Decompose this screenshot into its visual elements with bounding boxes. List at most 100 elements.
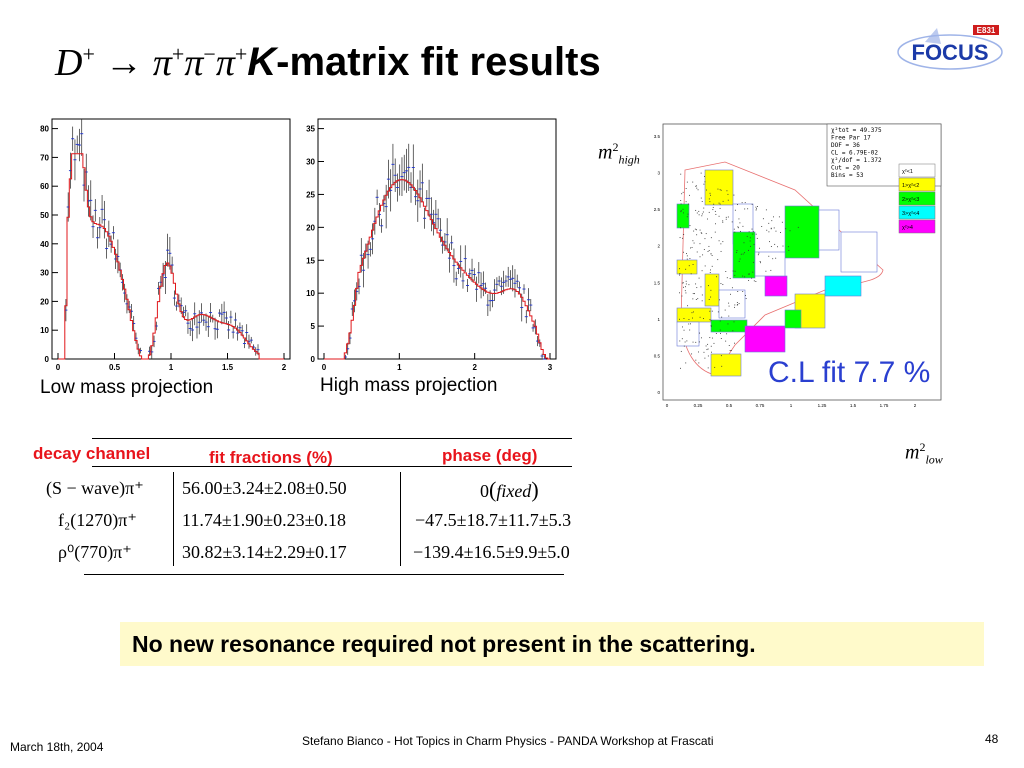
- event-dot: [718, 215, 720, 217]
- event-dot: [711, 265, 713, 267]
- event-dot: [780, 231, 781, 233]
- y-tick-label: 35: [306, 125, 315, 134]
- event-dot: [707, 355, 709, 357]
- row-3-phase: −139.4±16.5±9.9±5.0: [413, 542, 570, 562]
- y-tick-label: 40: [40, 240, 49, 249]
- event-dot: [738, 218, 740, 220]
- event-dot: [744, 208, 746, 210]
- dalitz-bin: [764, 275, 788, 297]
- dalitz-x-tick-label: 1.75: [880, 403, 889, 408]
- event-dot: [722, 200, 724, 202]
- event-dot: [746, 235, 748, 237]
- event-dot: [759, 261, 761, 262]
- event-dot: [704, 175, 705, 177]
- y-tick-label: 80: [40, 125, 49, 134]
- event-dot: [698, 341, 700, 343]
- event-dot: [691, 246, 693, 248]
- event-dot: [770, 228, 772, 230]
- event-dot: [740, 253, 742, 255]
- y-tick-label: 25: [306, 190, 315, 199]
- event-dot: [732, 270, 734, 272]
- event-dot: [768, 222, 770, 224]
- dalitz-y-tick-label: 1.5: [654, 280, 661, 285]
- event-dot: [709, 272, 711, 274]
- event-dot: [719, 207, 721, 209]
- event-dot: [772, 258, 774, 260]
- event-dot: [707, 218, 708, 220]
- event-dot: [702, 254, 704, 256]
- event-dot: [710, 253, 712, 255]
- event-dot: [711, 351, 712, 353]
- event-dot: [712, 206, 714, 208]
- legend-label: 3>χ²<4: [902, 211, 919, 217]
- legend-swatch: [898, 205, 936, 220]
- event-dot: [728, 315, 730, 317]
- event-dot: [748, 231, 750, 233]
- event-dot: [695, 283, 697, 285]
- table-divider-2: [400, 472, 401, 566]
- event-dot: [692, 264, 694, 265]
- event-dot: [680, 350, 682, 352]
- event-dot: [751, 203, 753, 205]
- event-dot: [730, 350, 732, 352]
- event-dot: [680, 173, 682, 175]
- event-dot: [692, 181, 694, 183]
- event-dot: [705, 345, 707, 347]
- dalitz-x-tick-label: 1: [790, 403, 793, 408]
- event-dot: [719, 299, 720, 301]
- x-tick-label: 0: [322, 363, 327, 372]
- event-dot: [710, 237, 712, 239]
- table-bottom-rule: [84, 574, 564, 575]
- event-dot: [728, 345, 730, 346]
- event-dot: [768, 231, 770, 233]
- legend-swatch: [898, 191, 936, 206]
- event-dot: [716, 276, 717, 278]
- event-dot: [685, 268, 687, 270]
- event-dot: [681, 237, 683, 239]
- event-dot: [715, 223, 716, 225]
- event-dot: [749, 245, 751, 247]
- event-dot: [730, 293, 731, 295]
- event-dot: [734, 304, 736, 306]
- event-dot: [713, 342, 715, 344]
- event-dot: [732, 330, 734, 332]
- footer-date: March 18th, 2004: [10, 740, 104, 754]
- event-dot: [700, 172, 702, 174]
- event-dot: [727, 323, 729, 325]
- event-dot: [773, 227, 775, 229]
- event-dot: [679, 273, 681, 274]
- event-dot: [710, 325, 712, 327]
- event-dot: [785, 228, 787, 230]
- event-dot: [701, 270, 703, 272]
- row-1-phase: 0(fixed): [480, 477, 539, 502]
- dalitz-bin: [840, 231, 878, 273]
- event-dot: [720, 243, 722, 245]
- event-dot: [686, 216, 688, 218]
- footer-credit: Stefano Bianco - Hot Topics in Charm Phy…: [302, 734, 714, 748]
- event-dot: [696, 251, 698, 253]
- fit-curve: [58, 153, 284, 360]
- event-dot: [719, 189, 721, 191]
- event-dot: [705, 233, 707, 235]
- event-dot: [751, 277, 753, 279]
- event-dot: [755, 206, 757, 208]
- dalitz-bin: [676, 259, 698, 275]
- event-dot: [685, 286, 686, 288]
- event-dot: [717, 311, 719, 313]
- event-dot: [736, 302, 738, 303]
- event-dot: [682, 208, 684, 210]
- event-dot: [777, 246, 778, 248]
- event-dot: [699, 256, 701, 258]
- y-tick-label: 5: [311, 322, 316, 331]
- event-dot: [770, 227, 772, 229]
- header-fit-fractions: fit fractions (%): [209, 448, 333, 467]
- event-dot: [680, 367, 681, 369]
- event-dot: [726, 190, 728, 192]
- event-dot: [725, 340, 727, 342]
- event-dot: [742, 291, 744, 292]
- event-dot: [747, 273, 749, 275]
- row-1-channel: (S − wave)π⁺: [46, 478, 144, 498]
- event-dot: [749, 240, 751, 242]
- table-divider-1: [173, 472, 174, 566]
- event-dot: [707, 285, 709, 287]
